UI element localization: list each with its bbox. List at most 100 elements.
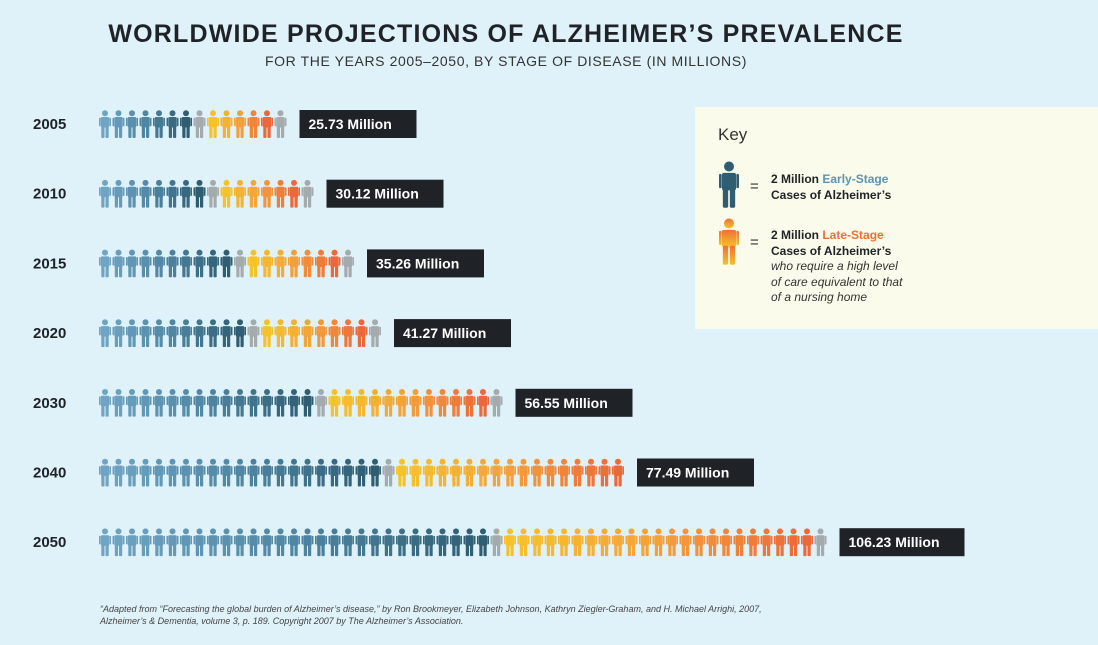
value-label: 30.12 Million bbox=[336, 186, 419, 202]
early-stage-icon bbox=[409, 528, 422, 557]
early-stage-icon bbox=[166, 389, 179, 417]
early-stage-icon bbox=[288, 528, 300, 557]
early-stage-icon bbox=[153, 458, 165, 487]
late-stage-icon bbox=[517, 458, 530, 487]
early-stage-partial-icon bbox=[382, 458, 395, 487]
early-stage-icon bbox=[193, 389, 206, 417]
late-stage-partial-icon bbox=[814, 528, 827, 557]
early-stage-icon bbox=[99, 458, 111, 487]
early-stage-icon bbox=[274, 528, 287, 557]
year-label: 2020 bbox=[33, 325, 66, 342]
late-stage-icon bbox=[733, 528, 746, 557]
late-stage-icon bbox=[261, 319, 273, 348]
legend-key: Key = 2 Million Early-Stage Cases of Alz… bbox=[695, 107, 1098, 329]
early-stage-icon bbox=[139, 458, 152, 487]
value-label-box bbox=[326, 179, 444, 208]
early-stage-icon bbox=[423, 528, 435, 557]
early-stage-icon bbox=[274, 389, 287, 417]
early-stage-icon bbox=[463, 528, 476, 557]
key-equals-early: = bbox=[750, 178, 759, 195]
early-stage-icon bbox=[342, 528, 354, 557]
key-title: Key bbox=[718, 125, 748, 144]
late-stage-icon bbox=[247, 249, 260, 278]
early-stage-icon bbox=[126, 249, 138, 278]
late-stage-icon bbox=[328, 389, 341, 417]
early-stage-partial-icon bbox=[207, 179, 219, 208]
early-stage-icon bbox=[180, 110, 192, 138]
early-stage-icon bbox=[112, 110, 125, 138]
key-late-prefix: 2 Million bbox=[771, 228, 819, 242]
key-equals-late: = bbox=[750, 234, 759, 251]
early-stage-icon bbox=[328, 528, 341, 557]
early-stage-icon bbox=[166, 528, 179, 557]
early-stage-icon bbox=[166, 179, 179, 208]
value-label-box bbox=[299, 110, 417, 138]
late-stage-person-icon bbox=[719, 218, 739, 265]
early-stage-icon bbox=[315, 458, 327, 487]
late-stage-icon bbox=[396, 458, 408, 487]
early-stage-icon bbox=[220, 319, 233, 348]
early-stage-icon bbox=[166, 319, 179, 348]
early-stage-icon bbox=[301, 389, 314, 417]
late-stage-icon bbox=[598, 528, 611, 557]
early-stage-icon bbox=[112, 179, 125, 208]
row-2040: 2040 77.49 Million bbox=[33, 458, 754, 487]
early-stage-icon bbox=[207, 319, 219, 348]
value-label: 25.73 Million bbox=[309, 116, 392, 132]
year-label: 2010 bbox=[33, 186, 66, 203]
early-stage-icon bbox=[396, 528, 408, 557]
source-footnote: “Adapted from “Forecasting the global bu… bbox=[100, 603, 980, 627]
early-stage-icon bbox=[112, 458, 125, 487]
early-stage-icon bbox=[193, 179, 206, 208]
early-stage-icon bbox=[99, 528, 111, 557]
late-stage-icon bbox=[652, 528, 665, 557]
early-stage-icon bbox=[112, 389, 125, 417]
late-stage-icon bbox=[355, 319, 368, 348]
row-2015: 2015 35.26 Million bbox=[33, 249, 484, 278]
late-stage-icon bbox=[625, 528, 638, 557]
early-stage-icon bbox=[207, 389, 219, 417]
late-stage-icon bbox=[342, 389, 354, 417]
late-stage-icon bbox=[396, 389, 408, 417]
early-stage-icon bbox=[193, 319, 206, 348]
early-stage-icon bbox=[369, 458, 381, 487]
year-label: 2030 bbox=[33, 395, 66, 412]
late-stage-icon bbox=[315, 249, 327, 278]
key-late-line2: Cases of Alzheimer’s bbox=[771, 243, 892, 258]
early-stage-icon bbox=[247, 528, 260, 557]
late-stage-icon bbox=[720, 528, 732, 557]
early-stage-icon bbox=[355, 528, 368, 557]
early-stage-icon bbox=[112, 319, 125, 348]
late-stage-icon bbox=[463, 389, 476, 417]
late-stage-icon bbox=[558, 528, 570, 557]
early-stage-icon bbox=[153, 249, 165, 278]
late-stage-icon bbox=[315, 319, 327, 348]
early-stage-icon bbox=[220, 528, 233, 557]
early-stage-icon bbox=[153, 389, 165, 417]
late-stage-icon bbox=[234, 110, 246, 138]
key-early-prefix: 2 Million bbox=[771, 172, 819, 186]
early-stage-icon bbox=[126, 458, 138, 487]
early-stage-partial-icon bbox=[490, 528, 503, 557]
late-stage-partial-icon bbox=[342, 249, 354, 278]
early-stage-icon bbox=[180, 179, 192, 208]
early-stage-icon bbox=[139, 389, 152, 417]
early-stage-icon bbox=[234, 389, 246, 417]
late-stage-icon bbox=[261, 110, 273, 138]
late-stage-icon bbox=[355, 389, 368, 417]
row-2005: 2005 25.73 Million bbox=[33, 110, 417, 138]
year-label: 2050 bbox=[33, 534, 66, 551]
value-label-box bbox=[394, 319, 511, 348]
key-early-text: 2 Million Early-Stage Cases of Alzheimer… bbox=[771, 172, 891, 203]
year-label: 2040 bbox=[33, 465, 66, 482]
late-stage-icon bbox=[301, 319, 314, 348]
late-stage-icon bbox=[477, 389, 489, 417]
early-stage-icon bbox=[207, 249, 219, 278]
late-stage-icon bbox=[274, 319, 287, 348]
late-stage-icon bbox=[544, 458, 557, 487]
early-stage-icon bbox=[234, 319, 246, 348]
early-stage-icon bbox=[99, 319, 111, 348]
late-stage-icon bbox=[328, 249, 341, 278]
late-stage-icon bbox=[274, 179, 287, 208]
